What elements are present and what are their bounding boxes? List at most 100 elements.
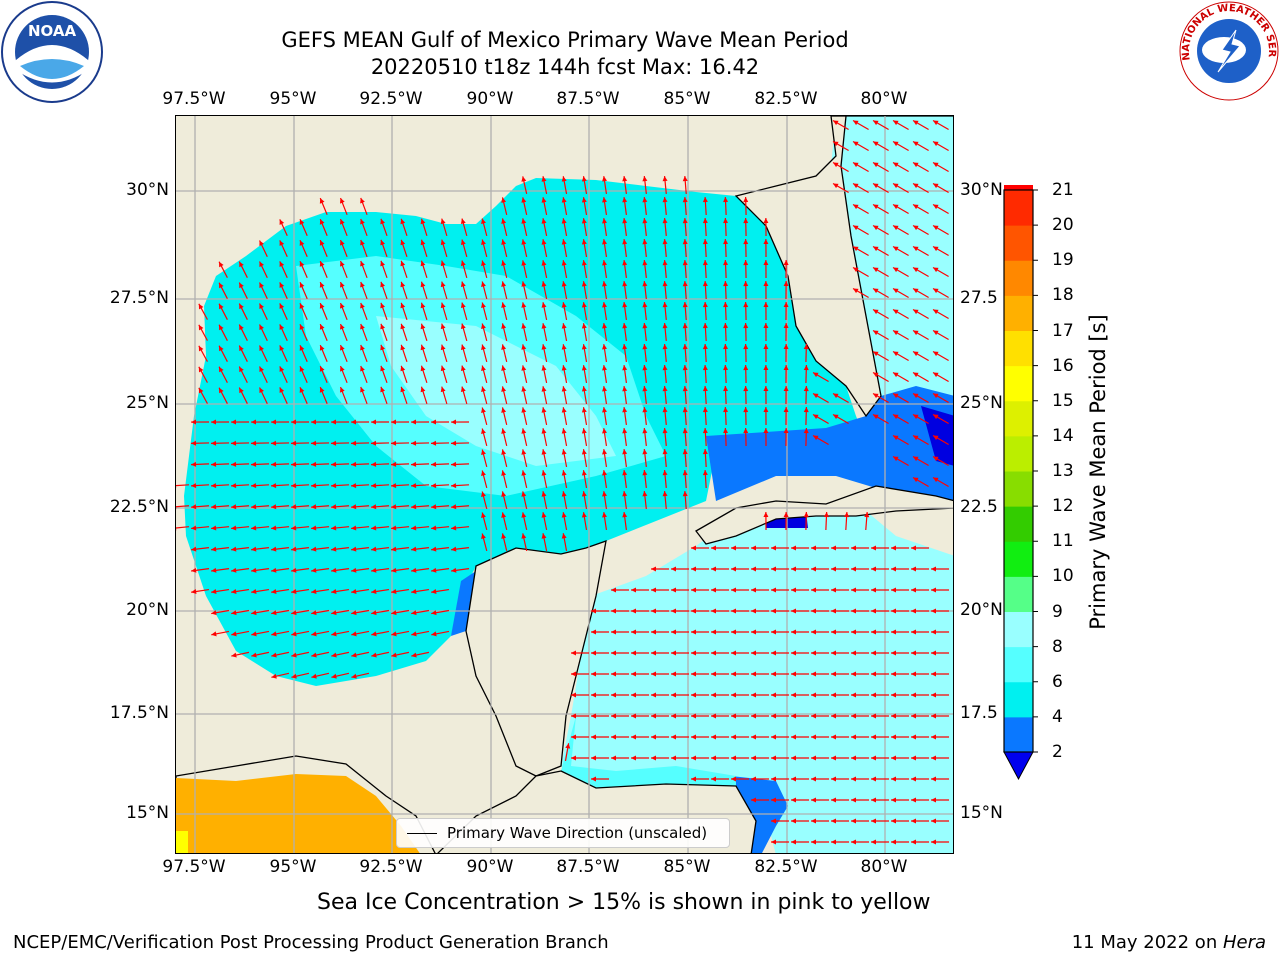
lat-tick-label: 27.5°N xyxy=(109,288,169,308)
wave-arrow-head xyxy=(219,303,224,310)
wave-arrow-head xyxy=(602,260,607,266)
wave-arrow-head xyxy=(440,302,446,309)
wave-arrow-head xyxy=(851,629,856,635)
wave-arrow-head xyxy=(631,755,636,761)
wave-arrow-head xyxy=(451,567,457,573)
wave-arrow-head xyxy=(411,525,417,531)
wave-arrow-head xyxy=(501,449,507,455)
wave-arrow-head xyxy=(662,491,668,497)
wave-arrow-head xyxy=(933,477,939,483)
wave-arrow-head xyxy=(611,755,616,761)
wave-arrow-head xyxy=(391,610,397,616)
wave-arrow-head xyxy=(851,650,856,656)
wave-arrow-head xyxy=(299,240,305,246)
wave-arrow-head xyxy=(331,440,337,446)
wave-arrow-head xyxy=(311,631,317,637)
wave-arrow-head xyxy=(913,330,919,336)
wave-arrow-head xyxy=(803,344,809,350)
wave-arrow-head xyxy=(913,267,919,273)
wave-arrow-head xyxy=(671,629,676,635)
lon-tick-label: 87.5°W xyxy=(556,857,620,877)
wave-arrow-head xyxy=(911,650,916,656)
wave-arrow-head xyxy=(340,387,345,393)
wave-arrow-head xyxy=(581,428,587,434)
wave-arrow-head xyxy=(420,218,426,225)
wave-arrow-head xyxy=(873,372,879,378)
wave-arrow-head xyxy=(299,219,305,225)
wave-arrow-head xyxy=(501,281,507,287)
wave-arrow-head xyxy=(791,713,796,719)
wave-arrow-head xyxy=(871,545,876,551)
wave-arrow-head xyxy=(831,713,836,719)
wave-arrow-head xyxy=(581,491,587,497)
wave-arrow-head xyxy=(723,344,729,350)
wave-arrow-head xyxy=(319,303,325,309)
wave-arrow-head xyxy=(391,589,397,594)
wave-arrow-head xyxy=(501,365,507,371)
wave-arrow-head xyxy=(803,365,809,371)
wave-arrow-head xyxy=(771,797,776,803)
wave-arrow-head xyxy=(251,546,257,552)
wave-arrow-head xyxy=(431,631,437,637)
wave-arrow-head xyxy=(751,776,756,782)
wave-arrow-head xyxy=(691,650,696,656)
wave-arrow-head xyxy=(340,198,345,204)
wave-arrow-head xyxy=(299,345,305,351)
wave-arrow-head xyxy=(871,671,876,677)
wave-arrow-head xyxy=(259,366,264,373)
wave-arrow-head xyxy=(380,302,386,309)
colorbar-segment xyxy=(1004,506,1033,542)
wave-arrow-head xyxy=(933,288,939,294)
wave-arrow-head xyxy=(682,323,688,329)
wave-arrow-head xyxy=(299,366,305,372)
wave-arrow-head xyxy=(311,546,317,552)
wave-arrow-head xyxy=(723,407,729,413)
wave-arrow-head xyxy=(871,650,876,656)
wave-arrow-head xyxy=(319,324,325,330)
wave-arrow-head xyxy=(873,267,879,273)
wave-arrow-head xyxy=(251,461,257,467)
wave-arrow-head xyxy=(771,818,776,824)
lat-tick-label: 30°N xyxy=(960,180,1003,200)
wave-arrow-head xyxy=(851,839,856,845)
colorbar-segment xyxy=(1004,435,1033,472)
wave-arrow-head xyxy=(371,525,377,531)
wave-arrow-head xyxy=(891,734,896,740)
wave-arrow-head xyxy=(400,302,406,309)
wave-arrow-head xyxy=(913,351,919,357)
wave-period-map xyxy=(176,116,953,853)
wave-arrow-head xyxy=(622,386,628,392)
wave-arrow-head xyxy=(400,386,406,393)
wave-arrow-head xyxy=(371,610,377,616)
wave-arrow-head xyxy=(751,608,756,614)
wave-arrow-head xyxy=(311,440,317,446)
wave-arrow-head xyxy=(911,839,916,845)
wave-arrow-head xyxy=(299,261,305,267)
wave-arrow-head xyxy=(851,818,856,824)
wave-arrow-head xyxy=(831,797,836,803)
wave-arrow-head xyxy=(541,218,547,224)
wave-arrow-head xyxy=(611,692,616,698)
wave-arrow-head xyxy=(191,419,197,425)
wave-arrow-head xyxy=(451,525,457,531)
wave-arrow-head xyxy=(380,281,386,288)
wave-arrow-head xyxy=(651,587,656,593)
wave-arrow-head xyxy=(783,323,789,329)
wave-arrow-head xyxy=(691,734,696,740)
wave-arrow-head xyxy=(751,755,756,761)
wave-arrow-head xyxy=(591,713,596,719)
footer-date-text: 11 May 2022 on xyxy=(1071,932,1223,953)
wave-arrow-head xyxy=(360,344,365,351)
wave-arrow-head xyxy=(581,281,587,287)
wave-arrow-head xyxy=(380,386,386,393)
wave-arrow-head xyxy=(340,240,345,246)
wave-arrow-head xyxy=(602,491,607,497)
wave-arrow-head xyxy=(791,650,796,656)
lat-tick-label: 30°N xyxy=(126,180,169,200)
wave-arrow-head xyxy=(251,589,257,594)
wave-arrow-head xyxy=(751,587,756,593)
wave-arrow-head xyxy=(771,776,776,782)
wave-arrow-head xyxy=(891,545,896,551)
wave-arrow-head xyxy=(662,386,668,392)
wave-arrow-head xyxy=(933,204,939,210)
